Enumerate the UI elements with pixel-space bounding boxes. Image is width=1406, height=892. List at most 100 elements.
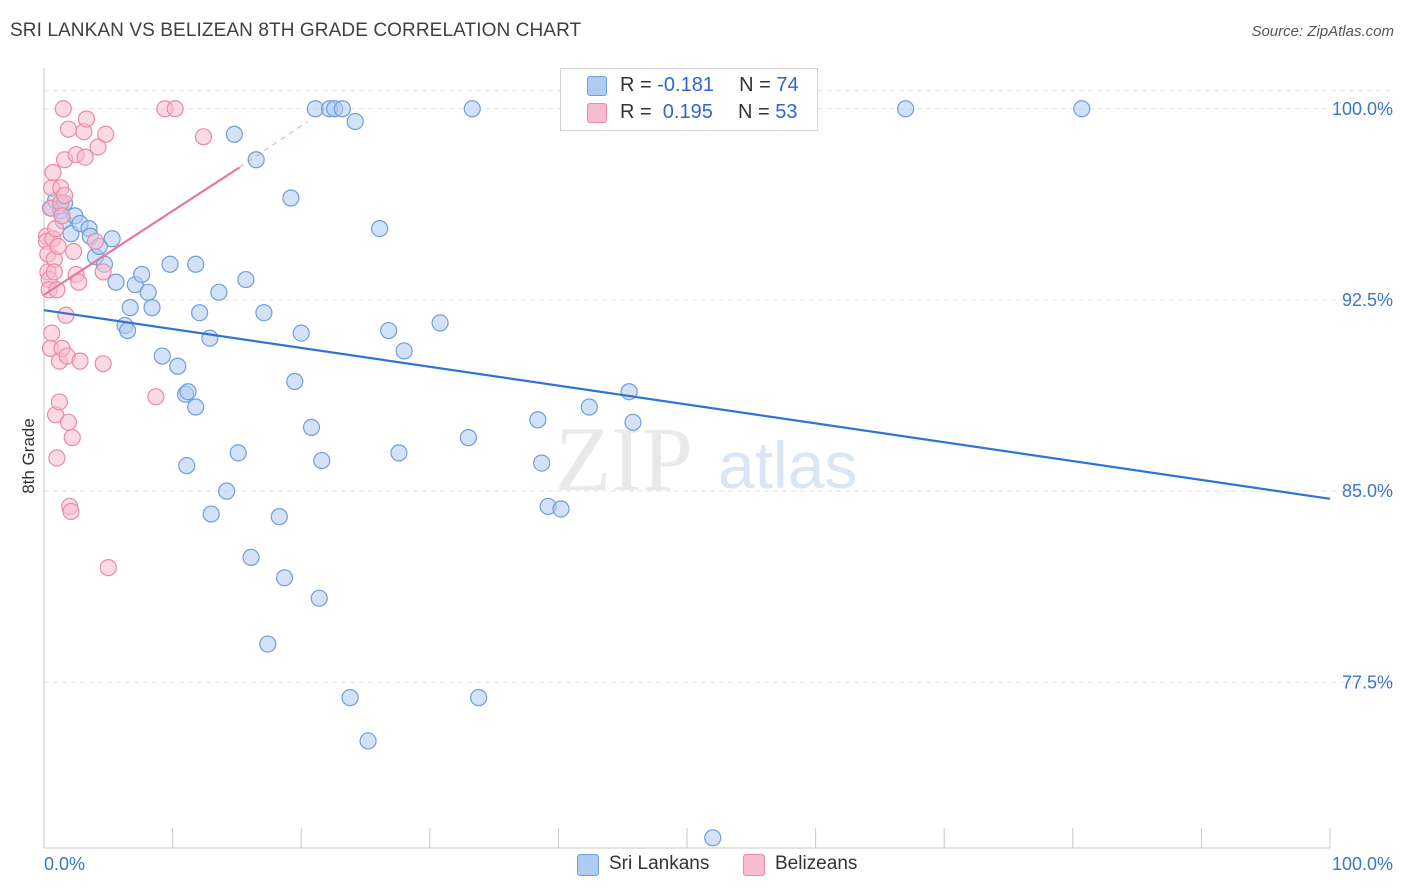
sri-lankan-point [380,321,398,340]
legend-n-label: N = [737,101,776,123]
sri-lankan-point [533,454,551,472]
sri-lankan-point [270,508,288,526]
sri-lankan-point [103,230,121,248]
sri-lankan-point [247,151,265,169]
belizean-point [70,273,88,291]
belizean-point [77,110,96,128]
sri-lankan-point [313,451,331,470]
sri-lankan-point [1073,100,1091,118]
sri-lankan-point [292,324,310,342]
legend-r-label: R = [620,74,658,96]
y-tick-label: 77.5% [1342,672,1393,692]
watermark: ZIP atlas [555,408,857,510]
belizean-point [64,242,83,261]
sri-lankan-point [341,689,359,707]
y-tick-label: 100.0% [1332,99,1393,119]
sri-lankan-point [202,505,220,523]
sri-lankan-point [187,398,205,416]
belizean-point [53,207,71,225]
sri-lankan-point [242,548,260,567]
sri-lankan-point [187,255,205,273]
y-tick-label: 92.5% [1342,290,1393,310]
sri-lankan-point [139,283,157,301]
grid-layer [44,90,1392,683]
sri-lankan-point [133,265,151,284]
belizean-point [147,388,165,406]
sri-lankan-point [395,342,413,360]
sri-lankan-point [390,444,408,462]
series-swatch-pink [743,854,765,876]
series-legend-label: Sri Lankans [609,853,710,874]
y-axis-label: 8th Grade [19,418,38,494]
correlation-legend: R = -0.181 N = 74 R = 0.195 N = 53 [560,68,818,131]
sri-lankan-point [282,189,300,207]
series-legend-label: Belizeans [775,853,858,874]
legend-r-label: R = [620,101,658,123]
sri-lankan-point [118,321,137,340]
legend-r-value: -0.181 [657,74,714,96]
sri-lankan-point [897,100,915,118]
sri-lankan-point [302,418,321,437]
sri-lankan-point [179,383,197,401]
sri-lankan-point [624,413,642,431]
sri-lankan-point [225,125,243,143]
belizean-point [97,125,115,143]
sri-lankan-point [580,398,598,416]
sri-lankan-point [107,273,125,291]
belizean-point [194,128,213,146]
belizean-point [86,232,105,250]
sri-lankan-point [153,347,171,365]
belizean-point [59,120,78,138]
series-swatch-blue [577,854,599,876]
belizean-point [99,559,117,577]
sri-lankan-point [143,299,161,317]
belizean-point [59,413,78,431]
sri-lankan-point [359,732,377,750]
watermark-zip: ZIP [555,408,693,510]
source-label: Source: ZipAtlas.com [1251,23,1394,40]
sri-lankan-point [229,444,247,462]
belizean-trend-line [43,166,241,296]
belizean-point [63,429,81,447]
sri-lankan-point [178,457,196,475]
sri-lankan-trend-line [43,309,1331,500]
belizean-point [45,263,63,281]
x-tick-label-max: 100.0% [1332,854,1393,874]
watermark-atlas: atlas [718,428,857,502]
sri-lankan-point [333,100,351,118]
x-tick-label-min: 0.0% [44,854,85,874]
sri-lankan-point [161,255,179,273]
belizean-point [166,100,184,118]
chart-title: SRI LANKAN VS BELIZEAN 8TH GRADE CORRELA… [10,20,582,41]
belizean-trend-extension [239,121,308,168]
legend-n-value: 74 [776,74,799,96]
sri-lankan-point [237,270,255,289]
belizean-point [94,263,112,281]
sri-lankan-point [459,429,477,447]
sri-lankan-point [218,482,236,500]
series-legend: Sri Lankans Belizeans [0,852,1406,878]
sri-lankan-point [371,219,389,238]
sri-lankan-point [704,829,722,847]
belizean-point [43,324,61,342]
sri-lankan-point [470,689,488,707]
sri-lankan-point [431,314,449,332]
belizean-point [49,237,67,256]
sri-lankan-point [255,304,273,322]
legend-r-value: 0.195 [657,101,713,123]
legend-n-label: N = [739,74,777,96]
belizean-point [94,355,112,373]
trend-layer [43,121,1331,500]
sri-lankan-point [310,589,328,607]
belizean-point [48,449,66,467]
sri-lankan-point [346,112,364,131]
legend-swatch-blue [587,76,607,96]
belizean-point [50,393,69,411]
sri-lankan-point [529,411,547,429]
belizean-point [62,502,80,521]
axis-layer: 100.0% 92.5% 85.0% 77.5% [43,68,1393,849]
belizean-point [55,186,74,205]
y-tick-label: 85.0% [1342,481,1393,501]
sri-lankan-point [121,299,139,317]
